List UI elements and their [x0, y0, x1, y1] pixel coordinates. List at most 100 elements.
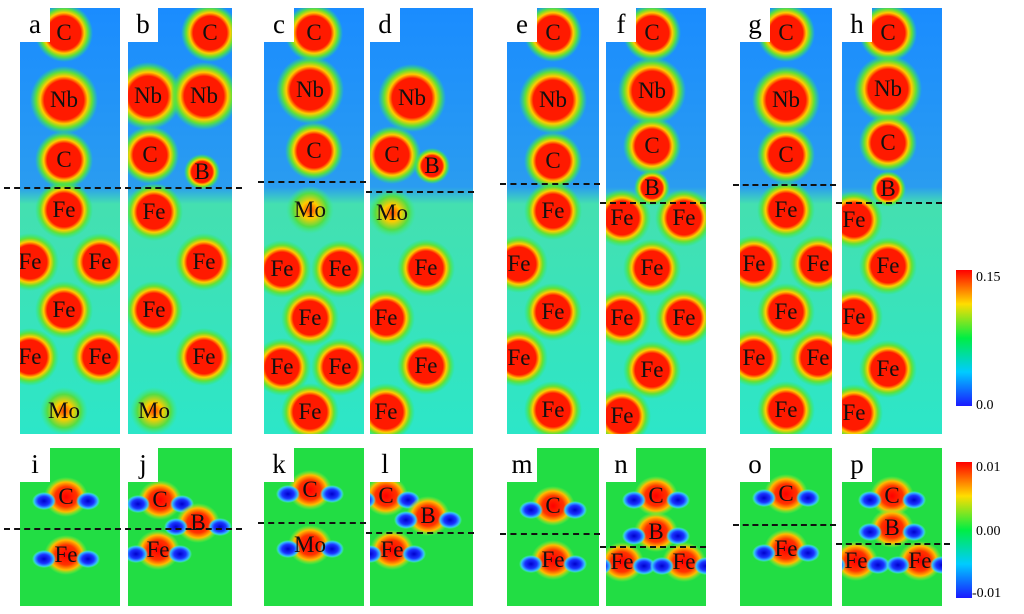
- atom-label-fe: Fe: [374, 399, 398, 424]
- atom-label-c: C: [152, 487, 168, 512]
- atom-label-fe: Fe: [610, 305, 634, 330]
- panel-label-e: e: [507, 8, 537, 42]
- atom-label-nb: Nb: [133, 83, 163, 108]
- atom-label-fe: Fe: [146, 537, 170, 562]
- atom-label-fe: Fe: [774, 397, 798, 422]
- interface-line-p: [836, 543, 950, 545]
- atom-density-fe: [20, 233, 59, 291]
- charge-gain-c: [764, 474, 808, 514]
- panel-label-l: l: [370, 448, 400, 482]
- charge-loss-lobe: [650, 557, 674, 575]
- atom-density-fe: [524, 381, 582, 434]
- colorbar-top: [956, 270, 972, 406]
- charge-loss-lobe: [563, 501, 587, 519]
- atom-label-fe: Fe: [876, 356, 900, 381]
- charge-loss-lobe: [128, 545, 148, 563]
- atom-density-fe: [128, 281, 183, 339]
- charge-loss-lobe: [666, 527, 690, 545]
- charge-loss-lobe: [32, 550, 56, 568]
- atom-density-fe: [740, 329, 783, 387]
- atom-label-b: B: [194, 159, 210, 184]
- atom-density-fe: [859, 237, 917, 295]
- atom-density-fe: [606, 289, 651, 347]
- atom-density-c: [285, 122, 343, 180]
- atom-label-fe: Fe: [54, 542, 78, 567]
- atom-density-fe: [842, 191, 883, 249]
- charge-gain-c: [44, 477, 88, 517]
- atom-label-fe: Fe: [541, 198, 565, 223]
- charge-gain-c: [531, 486, 575, 526]
- panel-label-o: o: [740, 448, 770, 482]
- atom-label-fe: Fe: [507, 345, 531, 370]
- atom-density-fe: [311, 240, 364, 298]
- atom-density-c: [757, 126, 815, 184]
- panel-label-d: d: [370, 8, 400, 42]
- atom-density-c: [623, 8, 681, 62]
- charge-loss-lobe: [666, 491, 690, 509]
- atom-label-fe: Fe: [52, 297, 76, 322]
- atom-label-c: C: [302, 477, 318, 502]
- charge-loss-lobe: [320, 540, 344, 558]
- atom-label-fe: Fe: [541, 397, 565, 422]
- interface-line-c: [258, 181, 366, 183]
- atom-density-fe: [264, 338, 311, 396]
- charge-loss-lobe: [320, 485, 344, 503]
- charge-gain-b: [406, 496, 450, 536]
- atom-label-fe: Fe: [328, 354, 352, 379]
- panel-c: c C Nb C Mo Fe Fe Fe Fe Fe Fe: [264, 8, 364, 434]
- charge-loss-lobe: [622, 527, 646, 545]
- charge-loss-lobe: [168, 545, 192, 563]
- atom-label-nb: Nb: [397, 85, 427, 110]
- atom-label-fe: Fe: [192, 344, 216, 369]
- atom-label-fe: Fe: [610, 403, 634, 428]
- atom-label-fe: Fe: [672, 305, 696, 330]
- atom-label-fe: Fe: [328, 256, 352, 281]
- atom-density-fe: [281, 289, 339, 347]
- atom-label-fe: Fe: [507, 251, 531, 276]
- panel-p: p C B Fe Fe: [842, 448, 942, 606]
- panel-l: l C B Fe: [370, 448, 473, 606]
- charge-gain-fe: [764, 529, 808, 569]
- charge-gain-c: [138, 480, 182, 520]
- charge-loss-lobe: [632, 557, 656, 575]
- atom-label-c: C: [202, 20, 218, 45]
- atom-density-fe: [842, 288, 883, 346]
- charge-loss-lobe: [796, 489, 820, 507]
- atom-label-fe: Fe: [414, 353, 438, 378]
- colorbar-bottom-min: -0.01: [972, 586, 1002, 601]
- atom-label-fe: Fe: [374, 305, 398, 330]
- atom-label-c: C: [644, 20, 660, 45]
- charge-gain-fe: [44, 535, 88, 575]
- density-map-e: [507, 8, 599, 434]
- interface-line-h: [836, 202, 942, 204]
- interface-line-m: [500, 533, 600, 535]
- atom-density-fe: [789, 329, 832, 387]
- atom-label-c: C: [384, 142, 400, 167]
- charge-loss-lobe: [128, 495, 150, 513]
- atom-label-fe: Fe: [742, 251, 766, 276]
- charge-gain-c: [634, 476, 678, 516]
- atom-label-fe: Fe: [672, 205, 696, 230]
- atom-label-c: C: [778, 142, 794, 167]
- atom-label-c: C: [545, 20, 561, 45]
- charge-loss-lobe: [276, 485, 300, 503]
- charge-loss-lobe: [208, 518, 232, 536]
- atom-density-b: [414, 148, 450, 184]
- charge-gain-fe: [606, 542, 644, 582]
- atom-density-fe: [35, 181, 93, 239]
- atom-label-b: B: [884, 515, 900, 540]
- charge-gain-b: [870, 508, 914, 548]
- colorbar-top-min: 0.0: [976, 398, 994, 413]
- atom-label-fe: Fe: [844, 548, 868, 573]
- charge-loss-lobe: [370, 492, 376, 508]
- atom-density-fe: [655, 289, 706, 347]
- atom-label-nb: Nb: [295, 77, 325, 102]
- atom-label-fe: Fe: [52, 197, 76, 222]
- colorbar-bottom-mid: 0.00: [976, 524, 1001, 539]
- panel-h: h C Nb C B Fe Fe Fe Fe Fe: [842, 8, 942, 434]
- interface-line-e: [500, 183, 600, 185]
- interface-line-f: [600, 202, 706, 204]
- panel-j: j C B Fe: [128, 448, 232, 606]
- atom-density-fe: [524, 182, 582, 240]
